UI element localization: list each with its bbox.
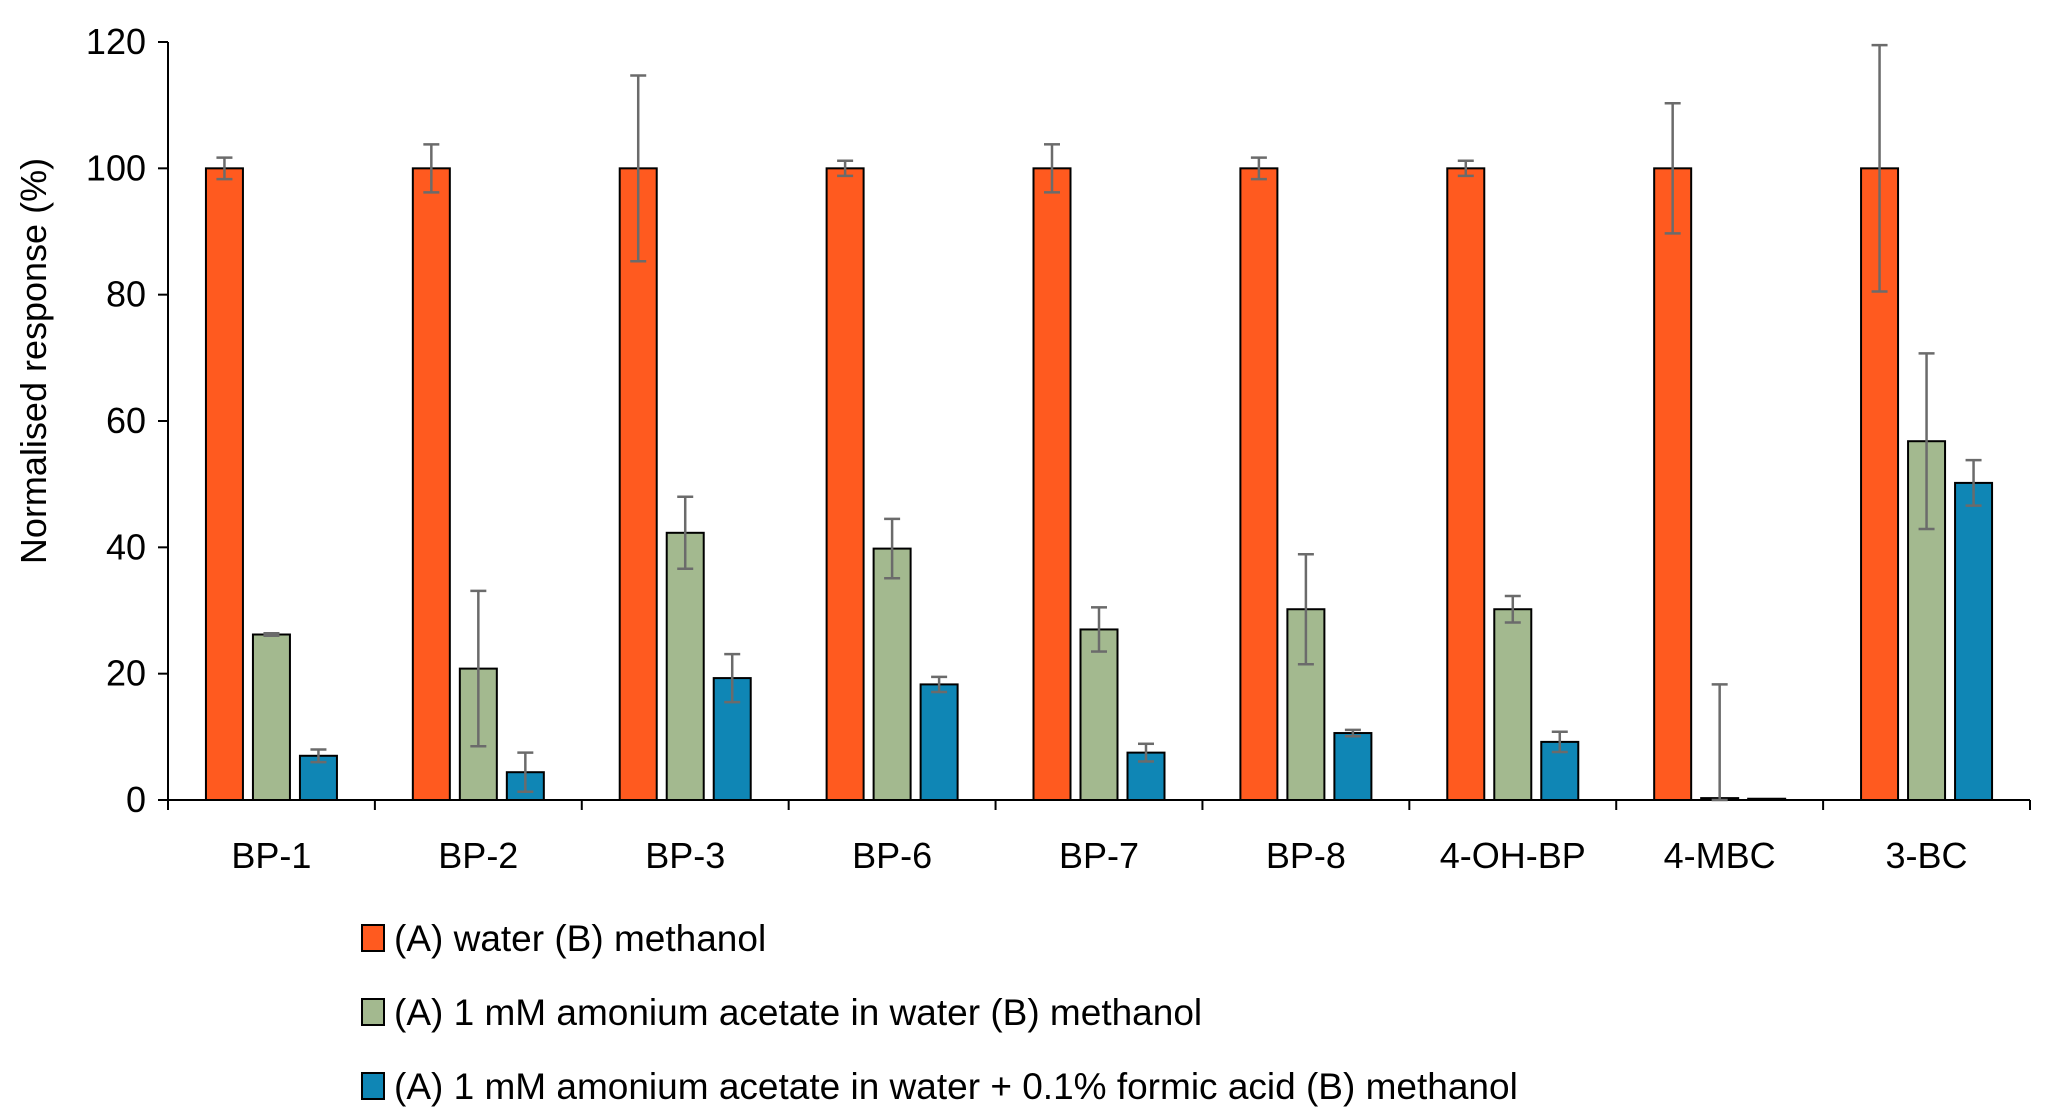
- bar: [1333, 732, 1373, 801]
- y-axis-title: Normalised response (%): [13, 158, 54, 564]
- error-bars: [216, 43, 1982, 802]
- bar: [872, 547, 912, 802]
- bar: [204, 167, 244, 802]
- x-axis: BP-1 BP-2 BP-3 BP-6 BP-7 BP-8 4-OH-BP 4-MBC 3-BC: [167, 799, 2031, 876]
- bar: [411, 167, 451, 802]
- legend: (A) water (B) methanol (A) 1 mM amonium a…: [361, 918, 1518, 1107]
- x-tick-label: BP-8: [1266, 835, 1346, 876]
- x-tick-label: 4-MBC: [1664, 835, 1776, 876]
- y-tick-label: 100: [86, 147, 146, 188]
- x-tick-label: 3-BC: [1886, 835, 1968, 876]
- bars: [204, 167, 1994, 802]
- bar: [825, 167, 865, 802]
- bar: [1653, 167, 1693, 802]
- x-tick-label: BP-3: [645, 835, 725, 876]
- bar: [618, 167, 658, 802]
- y-tick-label: 0: [126, 779, 146, 820]
- x-tick-label: BP-1: [231, 835, 311, 876]
- x-tick-label: 4-OH-BP: [1440, 835, 1586, 876]
- y-tick-label: 60: [106, 400, 146, 441]
- legend-swatch: [361, 998, 385, 1026]
- y-tick-label: 40: [106, 526, 146, 567]
- x-tick-label: BP-6: [852, 835, 932, 876]
- bar: [665, 531, 705, 801]
- legend-swatch: [361, 924, 385, 952]
- x-tick-label: BP-7: [1059, 835, 1139, 876]
- bar: [1747, 797, 1787, 802]
- bar: [1032, 167, 1072, 802]
- bar: [1954, 481, 1994, 801]
- legend-label: (A) 1 mM amonium acetate in water + 0.1%…: [394, 1066, 1518, 1107]
- bar: [919, 683, 959, 802]
- legend-swatch: [361, 1072, 385, 1100]
- bar: [251, 633, 291, 802]
- y-axis: 0 20 40 60 80 100 120: [86, 21, 169, 820]
- legend-label: (A) 1 mM amonium acetate in water (B) me…: [394, 992, 1202, 1033]
- legend-label: (A) water (B) methanol: [394, 918, 766, 959]
- y-tick-label: 20: [106, 653, 146, 694]
- x-tick-label: BP-2: [438, 835, 518, 876]
- bar: [1079, 628, 1119, 802]
- y-tick-label: 80: [106, 274, 146, 315]
- bar: [1239, 167, 1279, 802]
- bar: [1493, 608, 1533, 802]
- bar: [1446, 167, 1486, 802]
- y-tick-label: 120: [86, 21, 146, 62]
